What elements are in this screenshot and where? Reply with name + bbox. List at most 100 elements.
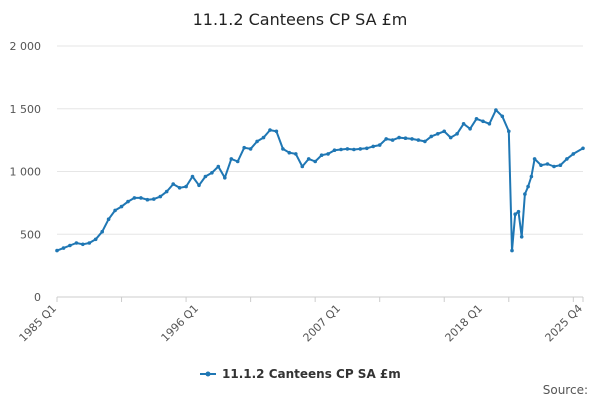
legend-label: 11.1.2 Canteens CP SA £m	[222, 367, 401, 381]
legend[interactable]: 11.1.2 Canteens CP SA £m	[200, 367, 401, 381]
data-point[interactable]	[197, 183, 201, 188]
chart-title: 11.1.2 Canteens CP SA £m	[193, 10, 408, 29]
data-point[interactable]	[365, 146, 369, 151]
data-point[interactable]	[87, 241, 92, 245]
data-point[interactable]	[442, 129, 447, 134]
data-point[interactable]	[313, 159, 318, 164]
data-point[interactable]	[513, 212, 517, 216]
data-point[interactable]	[461, 122, 466, 126]
data-point[interactable]	[268, 128, 272, 132]
data-point[interactable]	[377, 143, 382, 147]
data-point[interactable]	[352, 147, 356, 152]
data-point[interactable]	[339, 147, 343, 152]
data-point[interactable]	[93, 237, 98, 242]
data-point[interactable]	[152, 197, 156, 201]
data-point[interactable]	[126, 199, 130, 204]
data-point[interactable]	[61, 246, 66, 250]
x-tick-label: 2007 Q1	[301, 302, 344, 345]
data-point[interactable]	[494, 108, 498, 112]
data-point[interactable]	[539, 163, 543, 167]
x-tick-label: 2025 Q4	[543, 302, 586, 345]
data-point[interactable]	[552, 164, 556, 169]
data-point[interactable]	[571, 152, 576, 156]
data-point[interactable]	[203, 174, 208, 179]
data-point[interactable]	[261, 135, 266, 140]
data-point[interactable]	[516, 209, 521, 214]
data-point[interactable]	[558, 163, 563, 167]
data-point[interactable]	[390, 138, 395, 142]
data-point[interactable]	[523, 192, 527, 196]
data-point[interactable]	[403, 136, 408, 140]
data-point[interactable]	[242, 145, 246, 150]
data-point[interactable]	[287, 150, 292, 155]
data-point[interactable]	[384, 137, 389, 141]
data-point[interactable]	[100, 229, 104, 234]
data-point[interactable]	[519, 235, 524, 239]
data-point[interactable]	[274, 129, 279, 134]
data-point[interactable]	[423, 139, 427, 144]
data-point[interactable]	[145, 197, 150, 202]
y-tick-label: 1 500	[10, 103, 42, 116]
data-point[interactable]	[581, 146, 585, 151]
data-point[interactable]	[500, 114, 505, 119]
series-layer	[55, 108, 585, 253]
data-point[interactable]	[281, 147, 285, 151]
data-point[interactable]	[74, 241, 79, 245]
data-point[interactable]	[448, 135, 453, 140]
data-point[interactable]	[68, 243, 72, 248]
data-point[interactable]	[397, 135, 401, 140]
data-point[interactable]	[429, 134, 434, 139]
data-point[interactable]	[507, 129, 511, 134]
data-point[interactable]	[410, 137, 414, 141]
data-point[interactable]	[332, 148, 337, 152]
data-point[interactable]	[529, 174, 534, 179]
data-point[interactable]	[565, 157, 569, 161]
data-point[interactable]	[526, 184, 530, 189]
data-point[interactable]	[345, 147, 350, 151]
data-point[interactable]	[113, 208, 117, 213]
data-point[interactable]	[248, 147, 253, 151]
data-point[interactable]	[319, 153, 324, 157]
source-label: Source:	[543, 383, 588, 397]
data-point[interactable]	[474, 117, 479, 121]
data-point[interactable]	[371, 144, 376, 149]
data-point[interactable]	[190, 174, 195, 179]
data-point[interactable]	[358, 147, 363, 151]
data-point[interactable]	[487, 122, 492, 126]
data-point[interactable]	[132, 196, 137, 200]
data-point[interactable]	[436, 132, 440, 136]
data-point[interactable]	[532, 157, 537, 161]
data-point[interactable]	[326, 152, 330, 156]
data-point[interactable]	[158, 194, 163, 199]
data-point[interactable]	[416, 138, 421, 142]
data-point[interactable]	[229, 157, 234, 161]
data-point[interactable]	[184, 184, 188, 189]
data-point[interactable]	[106, 217, 111, 221]
y-axis: 0 500 1 000 1 500 2 000	[10, 40, 42, 304]
data-point[interactable]	[171, 182, 175, 186]
data-point[interactable]	[164, 189, 169, 194]
data-point[interactable]	[55, 248, 59, 253]
data-point[interactable]	[510, 248, 514, 253]
x-tick-label: 1996 Q1	[159, 302, 202, 345]
data-point[interactable]	[81, 242, 85, 247]
data-point[interactable]	[255, 139, 259, 144]
data-point[interactable]	[481, 119, 485, 124]
data-point[interactable]	[223, 176, 227, 180]
data-point[interactable]	[300, 164, 305, 169]
data-point[interactable]	[545, 162, 550, 166]
data-point[interactable]	[139, 196, 143, 200]
data-point[interactable]	[294, 152, 298, 156]
series-line[interactable]	[56, 109, 584, 252]
grid	[57, 45, 583, 298]
x-tick-label: 1985 Q1	[17, 302, 60, 345]
x-axis: 1985 Q1 1996 Q1 2007 Q1 2018 Q1 2025 Q4	[17, 296, 586, 345]
data-point[interactable]	[455, 132, 459, 136]
data-point[interactable]	[119, 204, 124, 209]
data-point[interactable]	[306, 157, 311, 161]
data-point[interactable]	[216, 164, 221, 169]
data-point[interactable]	[235, 159, 240, 164]
data-point[interactable]	[177, 186, 182, 190]
data-point[interactable]	[468, 127, 472, 131]
data-point[interactable]	[210, 171, 214, 175]
